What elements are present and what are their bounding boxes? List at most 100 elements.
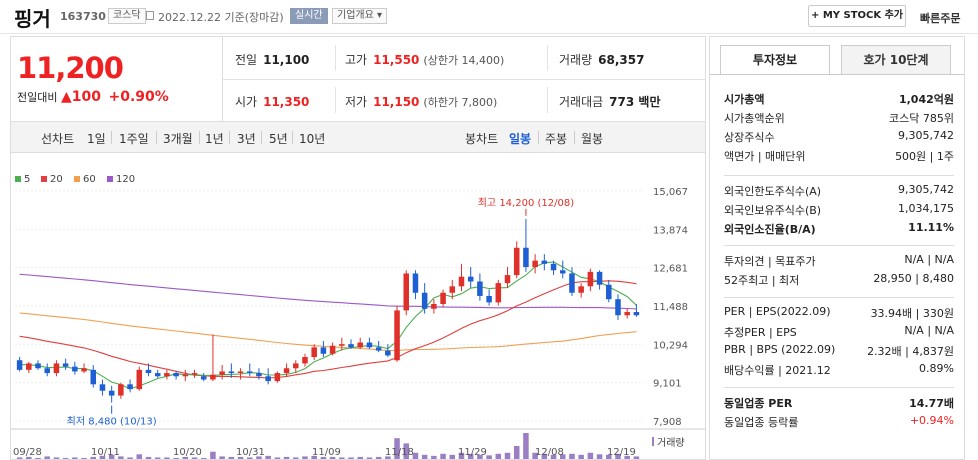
volume-bar (559, 454, 566, 459)
info-label: 동일업종 등락률 (724, 416, 799, 429)
info-label: 동일업종 PER (724, 397, 793, 410)
candle-body (81, 368, 87, 372)
volume-bar (118, 456, 124, 459)
candle-body (633, 312, 640, 316)
x-tick-label: 10/11 (91, 447, 120, 458)
volume-bar (145, 456, 152, 459)
volume-label: 거래량 (657, 437, 685, 449)
info-row: 동일업종 PER 14.77배 (724, 395, 954, 413)
volume-bar (339, 457, 345, 459)
info-row: 투자의견 | 목표주가 N/A | N/A (724, 253, 954, 271)
y-tick-label: 7,908 (653, 417, 682, 428)
stock-main-panel: 11,200 전일대비 ▲100 +0.90% 전일 11,100 고가 11,55… (10, 36, 706, 460)
volume-bar (256, 456, 262, 459)
candle-body (440, 292, 446, 304)
tab-3m[interactable]: 3개월 (163, 132, 193, 146)
tab-1d[interactable]: 1일 (87, 132, 106, 146)
tab-1w[interactable]: 1주일 (119, 132, 149, 146)
market-tag: 코스닥 (108, 8, 146, 24)
candle-body (578, 286, 584, 293)
y-tick-label: 10,294 (653, 340, 688, 351)
tab-daily[interactable]: 일봉 (509, 132, 532, 146)
candle-body (569, 273, 575, 293)
quick-order-link[interactable]: 빠른주문 (920, 12, 961, 25)
high-price: 고가 11,550 (상한가 14,400) (345, 53, 505, 67)
tab-weekly[interactable]: 주봉 (545, 132, 568, 146)
info-row: 시가총액 1,042억원 (724, 91, 954, 109)
volume-bar (633, 456, 640, 459)
ma-line-20 (19, 280, 637, 379)
volume-bar (486, 455, 492, 459)
volume-bar (421, 454, 428, 459)
candle-body (182, 374, 189, 377)
x-tick-label: 12/19 (607, 447, 636, 458)
info-label: PER | EPS(2022.09) (724, 305, 831, 318)
volume-bar (99, 455, 106, 459)
volume-bar (375, 456, 382, 459)
candle-body (99, 384, 106, 391)
info-label: 시가총액 (724, 93, 765, 106)
info-label: 상장주식수 (724, 131, 775, 144)
open-price: 시가 11,350 (235, 95, 310, 109)
legend-label: 5 (24, 174, 30, 185)
candle-body (504, 275, 511, 284)
volume-bar (477, 454, 483, 459)
section-divider (724, 297, 954, 298)
volume-bar (504, 452, 511, 459)
tab-candle-chart[interactable]: 봉차트 (465, 132, 499, 146)
tab-line-chart[interactable]: 선차트 (41, 132, 75, 146)
candle-body (467, 276, 474, 282)
add-mystock-button[interactable]: + MY STOCK 추가 (808, 5, 906, 27)
tab-monthly[interactable]: 월봉 (581, 132, 604, 146)
volume-bar (596, 454, 603, 459)
volume-bar (587, 452, 594, 459)
tab-quote-10[interactable]: 호가 10단계 (841, 45, 951, 75)
candle-body (256, 373, 262, 377)
x-tick-label: 12/08 (535, 447, 564, 458)
volume-bar (72, 457, 78, 459)
live-tag[interactable]: 실시간 (290, 8, 328, 24)
volume-bar (606, 454, 612, 459)
volume-bar (495, 453, 502, 459)
tab-5y[interactable]: 5년 (269, 132, 288, 146)
candle-body (339, 344, 345, 346)
candle-body (283, 368, 290, 374)
volume-bar (210, 451, 216, 459)
candle-body (523, 247, 529, 268)
volume-bar (578, 454, 584, 459)
tab-3y[interactable]: 3년 (237, 132, 256, 146)
volume-bar (385, 456, 391, 459)
prev-close: 전일 11,100 (235, 53, 310, 67)
candle-body (624, 312, 630, 316)
candle-body (35, 363, 41, 369)
candle-body (210, 374, 216, 380)
candle-body (606, 284, 612, 300)
stock-name: 핑거 (14, 7, 51, 31)
volume-bar (366, 457, 373, 459)
candle-body (449, 286, 456, 293)
volume-bar (513, 446, 520, 459)
price-change: 전일대비 ▲100 +0.90% (17, 89, 169, 105)
section-divider (724, 175, 954, 176)
stock-chart[interactable]: 5 20 60 120 15,067 13,874 12,681 11,488 10,294 9,… (11, 167, 705, 459)
volume-bar (311, 455, 317, 459)
info-value: N/A | N/A (904, 253, 954, 266)
candle-body (513, 247, 520, 276)
volume-bar (53, 457, 60, 459)
current-price: 11,200 (17, 51, 124, 85)
info-row: 외국인한도주식수(A) 9,305,742 (724, 183, 954, 201)
candle-body (458, 276, 465, 287)
candle-body (320, 347, 327, 354)
info-value: 9,305,742 (898, 129, 954, 142)
company-overview-dropdown[interactable]: 기업개요 ▾ (332, 8, 387, 24)
tab-10y[interactable]: 10년 (299, 132, 326, 146)
volume-bar (62, 457, 69, 459)
info-value: 14.77배 (909, 397, 954, 410)
tab-invest-info[interactable]: 투자정보 (720, 45, 830, 75)
volume-bar (154, 457, 161, 459)
tab-1y[interactable]: 1년 (205, 132, 224, 146)
volume-bar (348, 457, 354, 459)
candle-body (403, 273, 410, 311)
volume-bar (431, 455, 437, 459)
x-tick-label: 11/09 (312, 447, 341, 458)
